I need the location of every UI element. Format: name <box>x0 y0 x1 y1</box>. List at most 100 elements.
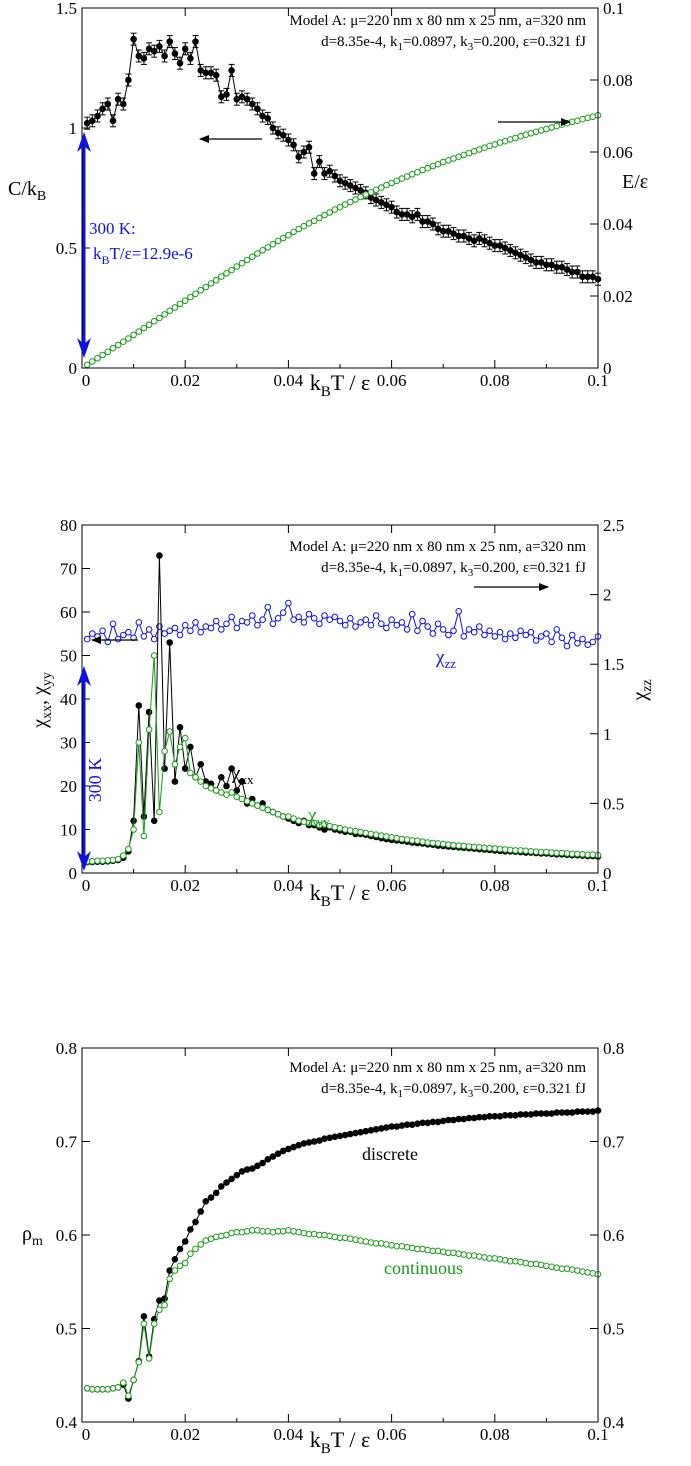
y-right-tick-label: 0.5 <box>603 794 624 813</box>
data-point-C <box>537 259 545 266</box>
data-point-chi_yy <box>161 747 168 755</box>
panel-3-annotation-line2: d=8.35e-4, k1=0.0897, k3=0.200, ε=0.321 … <box>321 1081 586 1100</box>
data-point-chi_zz <box>83 635 91 643</box>
data-point-chi_yy <box>181 734 189 742</box>
data-point-chi_yy <box>187 769 194 777</box>
data-point-chi_zz <box>532 637 540 644</box>
data-point-chi_zz <box>279 609 287 617</box>
data-point-chi_zz <box>125 628 132 636</box>
data-point-chi_zz <box>398 619 406 626</box>
data-point-chi_zz <box>548 638 555 646</box>
data-point-chi_zz <box>543 630 550 637</box>
panel-2-marks <box>83 552 602 866</box>
data-point-chi_zz <box>197 628 204 636</box>
data-point-E <box>331 206 339 213</box>
data-point-continuous <box>383 1241 390 1248</box>
data-point-discrete <box>357 1128 364 1136</box>
data-point-chi_zz <box>378 620 385 628</box>
data-point-chi_zz <box>341 621 349 629</box>
data-point-C <box>470 237 478 245</box>
data-point-chi_zz <box>450 627 457 635</box>
data-point-discrete <box>321 1135 328 1142</box>
data-point-E <box>145 321 153 329</box>
data-point-chi_zz <box>522 631 530 639</box>
data-point-chi_zz <box>233 624 241 632</box>
data-point-C <box>486 239 493 247</box>
data-point-chi_zz <box>589 638 597 646</box>
data-point-chi_zz <box>99 627 106 635</box>
data-point-continuous <box>398 1242 406 1250</box>
data-point-chi_zz <box>274 615 282 622</box>
data-point-C <box>548 261 555 269</box>
data-point-C <box>181 45 189 53</box>
data-point-C <box>233 95 241 103</box>
data-point-E <box>212 276 220 284</box>
data-point-chi_zz <box>166 627 173 635</box>
y-right-tick-label: 0.8 <box>603 1039 624 1058</box>
y-left-tick-label: 1.5 <box>56 0 77 18</box>
x-tick-label: 0.08 <box>480 371 510 390</box>
data-point-C <box>424 218 432 225</box>
y-left-tick-label: 0 <box>69 359 78 378</box>
data-point-E <box>109 344 117 352</box>
data-point-continuous <box>501 1256 509 1264</box>
data-point-chi_zz <box>145 626 153 633</box>
data-point-E <box>352 196 359 203</box>
data-point-chi_zz <box>140 633 148 640</box>
data-point-chi_zz <box>259 616 266 624</box>
data-point-continuous <box>140 1320 148 1328</box>
data-point-E <box>259 247 266 254</box>
data-point-chi_zz <box>574 640 581 647</box>
data-point-chi_xx <box>238 778 246 785</box>
data-point-E <box>290 228 297 236</box>
data-point-continuous <box>228 1229 235 1237</box>
data-point-chi_yy <box>362 829 370 837</box>
data-point-chi_zz <box>187 627 194 635</box>
data-point-E <box>187 293 194 301</box>
data-point-continuous <box>218 1232 225 1240</box>
data-point-discrete <box>140 1313 148 1320</box>
data-point-chi_zz <box>120 631 127 639</box>
data-point-E <box>171 304 179 311</box>
data-point-C <box>109 117 117 125</box>
data-point-C <box>316 158 323 165</box>
data-point-continuous <box>321 1231 328 1239</box>
y-right-tick-label: 0.02 <box>603 287 633 306</box>
x-tick-label: 0.02 <box>170 371 200 390</box>
data-point-C <box>496 242 504 249</box>
data-point-discrete <box>408 1121 416 1128</box>
y-right-tick-label: 0.04 <box>603 215 633 234</box>
data-point-C <box>408 213 416 221</box>
data-point-C <box>347 182 354 189</box>
data-point-chi_yy <box>388 834 395 841</box>
data-point-chi_zz <box>321 612 328 619</box>
data-point-continuous <box>491 1255 499 1262</box>
data-point-C <box>166 38 173 45</box>
data-point-chi_zz <box>584 641 592 649</box>
data-point-continuous <box>563 1265 571 1272</box>
data-point-chi_yy <box>357 828 364 836</box>
y-right-tick-label: 0.08 <box>603 71 633 90</box>
x-tick-label: 0 <box>82 371 91 390</box>
data-point-continuous <box>476 1253 483 1260</box>
data-point-C <box>378 199 385 206</box>
data-point-C <box>501 244 509 252</box>
data-point-discrete <box>223 1179 230 1186</box>
data-point-discrete <box>331 1133 339 1141</box>
data-point-chi_xx <box>156 552 163 559</box>
data-point-discrete <box>202 1198 210 1205</box>
data-point-C <box>125 76 132 84</box>
y-right-tick-label: 0.4 <box>603 1413 625 1432</box>
data-point-chi_zz <box>403 626 411 633</box>
x-tick-label: 0.1 <box>587 1425 608 1444</box>
data-point-chi_zz <box>434 620 442 628</box>
y-left-tick-label: 80 <box>60 516 77 535</box>
data-point-chi_zz <box>150 635 158 643</box>
data-point-C <box>285 136 292 144</box>
data-point-chi_zz <box>470 628 478 636</box>
data-point-E <box>176 300 184 308</box>
data-point-discrete <box>197 1208 204 1215</box>
data-point-chi_zz <box>579 635 586 643</box>
data-point-C <box>120 100 127 108</box>
